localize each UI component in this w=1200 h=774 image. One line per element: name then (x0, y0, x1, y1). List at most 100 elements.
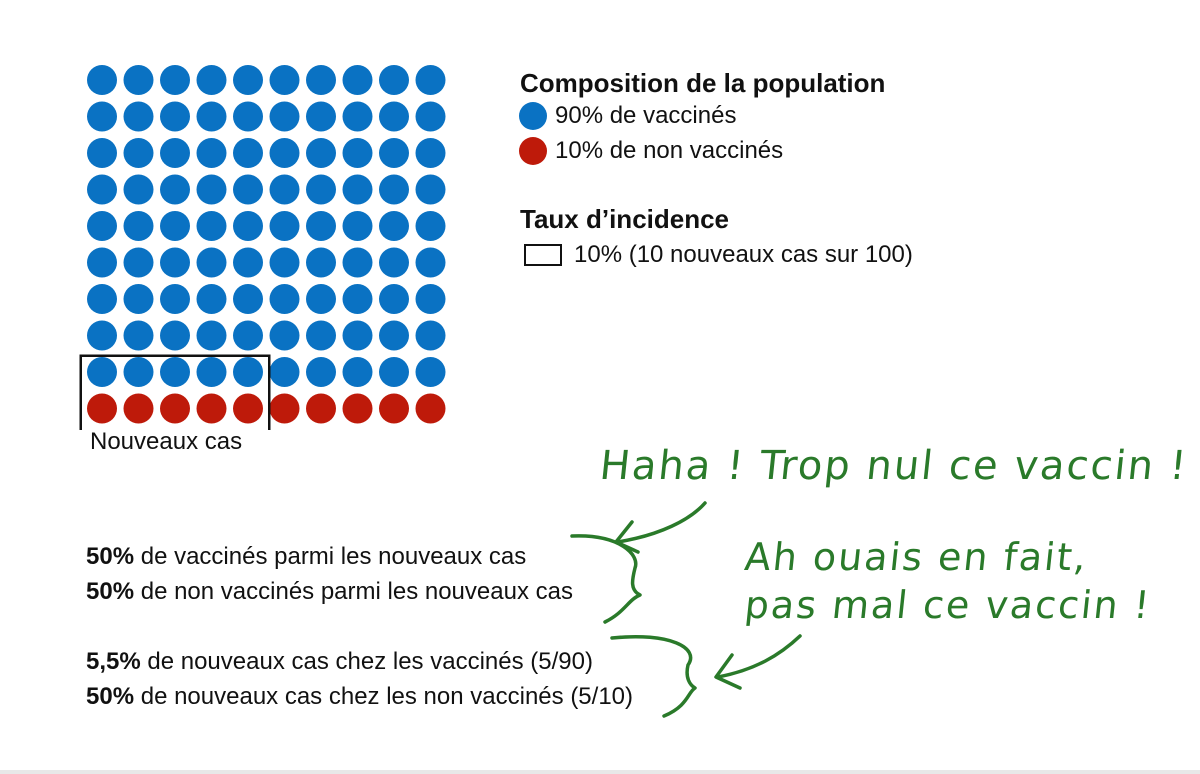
vaccinated-dot (87, 247, 117, 278)
legend-incidence-label: 10% (10 nouveaux cas sur 100) (574, 241, 913, 268)
arrow-top-head (614, 520, 640, 554)
unvaccinated-dot (233, 393, 263, 424)
vaccinated-dot (196, 211, 227, 241)
vaccinated-dot (196, 138, 227, 168)
legend-vaccinated-label: 90% de vaccinés (555, 102, 737, 129)
annotation-first: Haha ! Trop nul ce vaccin ! (597, 443, 1191, 489)
vaccinated-dot (379, 284, 409, 314)
stat-text: de non vaccinés parmi les nouveaux cas (134, 578, 573, 605)
vaccinated-dot (196, 357, 227, 387)
vaccinated-dot (342, 138, 373, 168)
vaccinated-dot (379, 174, 409, 205)
vaccinated-dot (233, 247, 263, 278)
vaccinated-dot (269, 320, 300, 351)
vaccinated-dot (160, 247, 190, 278)
unvaccinated-dot (306, 393, 336, 424)
vaccinated-dot (269, 284, 300, 314)
stat-vaccinated-share: 50% de vaccinés parmi les nouveaux cas (86, 543, 526, 571)
vaccinated-dot (342, 247, 373, 278)
stat-value: 50% (86, 578, 135, 605)
vaccinated-dot (123, 138, 154, 168)
stat-vaccinated-incidence: 5,5% de nouveaux cas chez les vaccinés (… (86, 648, 593, 676)
incidence-title: Taux d’incidence (520, 204, 730, 234)
stat-text: de nouveaux cas chez les non vaccinés (5… (134, 683, 634, 710)
vaccinated-dot (233, 65, 263, 95)
vaccinated-dot (415, 65, 446, 95)
stat-text: de vaccinés parmi les nouveaux cas (134, 543, 527, 570)
vaccinated-dot (269, 357, 300, 387)
vaccinated-dot (87, 357, 117, 387)
vaccinated-dot (233, 138, 263, 168)
vaccinated-dot (306, 138, 336, 168)
vaccinated-dot (160, 101, 190, 132)
vaccinated-dot (306, 320, 336, 351)
vaccinated-dot (196, 65, 227, 95)
vaccinated-dot (306, 65, 336, 95)
vaccinated-dot (123, 357, 154, 387)
legend-vaccinated: 90% de vaccinés (519, 102, 736, 130)
vaccinated-dot (160, 65, 190, 95)
vaccinated-dot (379, 101, 409, 132)
vaccinated-dot (415, 320, 446, 351)
vaccinated-dot (306, 247, 336, 278)
vaccinated-dot (123, 211, 154, 241)
vaccinated-dot (342, 357, 373, 387)
vaccinated-dot (415, 138, 446, 168)
vaccinated-dot (379, 138, 409, 168)
vaccinated-dot (160, 138, 190, 168)
vaccinated-dot (415, 357, 446, 387)
vaccinated-dot (233, 284, 263, 314)
vaccinated-dot (269, 247, 300, 278)
vaccinated-dot (415, 174, 446, 205)
vaccinated-dot (379, 357, 409, 387)
vaccinated-dot (160, 284, 190, 314)
vaccinated-dot (306, 211, 336, 241)
vaccinated-dot (415, 247, 446, 278)
vaccinated-dot (379, 211, 409, 241)
bottom-rule (0, 770, 1200, 774)
stat-value: 50% (86, 543, 135, 570)
legend-incidence: 10% (10 nouveaux cas sur 100) (524, 241, 913, 269)
vaccinated-dot (196, 320, 227, 351)
annotation-second-line1: Ah ouais en fait, (742, 535, 1091, 579)
legend-unvaccinated-label: 10% de non vaccinés (555, 137, 784, 164)
vaccinated-dot (87, 174, 117, 205)
vaccinated-dot (160, 357, 190, 387)
vaccinated-dot (87, 138, 117, 168)
vaccinated-dot (379, 65, 409, 95)
unvaccinated-dot (342, 393, 373, 424)
vaccinated-dot (233, 211, 263, 241)
vaccinated-dot (415, 101, 446, 132)
vaccinated-dot (196, 247, 227, 278)
vaccinated-dot (87, 284, 117, 314)
stat-value: 5,5% (86, 648, 141, 675)
vaccinated-dot (306, 284, 336, 314)
incidence-box-swatch (524, 244, 562, 266)
legend-unvaccinated: 10% de non vaccinés (519, 137, 783, 165)
vaccinated-dot (196, 101, 227, 132)
unvaccinated-dot (269, 393, 300, 424)
vaccinated-dot (123, 65, 154, 95)
vaccinated-dot (160, 211, 190, 241)
vaccinated-dot (196, 174, 227, 205)
vaccinated-dot (123, 284, 154, 314)
stat-unvaccinated-share: 50% de non vaccinés parmi les nouveaux c… (86, 578, 573, 606)
vaccinated-dot (123, 174, 154, 205)
vaccinated-dot (342, 284, 373, 314)
unvaccinated-dot (196, 393, 227, 424)
vaccinated-dot (415, 284, 446, 314)
vaccinated-dot (342, 101, 373, 132)
composition-title: Composition de la population (520, 68, 886, 98)
new-cases-highlight-box (79, 354, 271, 430)
unvaccinated-dot (415, 393, 446, 424)
vaccinated-dot (123, 247, 154, 278)
vaccinated-dot (87, 211, 117, 241)
vaccinated-dot (379, 320, 409, 351)
vaccinated-dot (87, 320, 117, 351)
stat-unvaccinated-incidence: 50% de nouveaux cas chez les non vacciné… (86, 683, 633, 711)
vaccinated-dot (87, 65, 117, 95)
vaccinated-dot (160, 174, 190, 205)
vaccinated-dot (269, 174, 300, 205)
unvaccinated-dot (123, 393, 154, 424)
